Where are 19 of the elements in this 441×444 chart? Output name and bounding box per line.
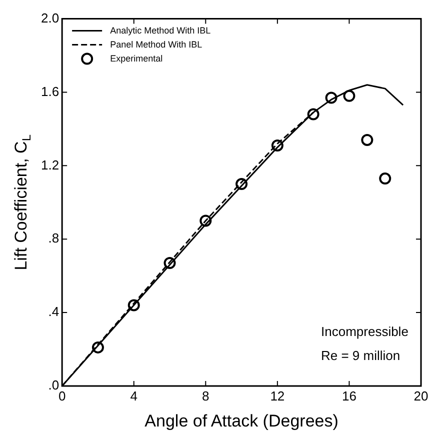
x-axis-title: Angle of Attack (Degrees): [144, 411, 338, 430]
x-tick-label: 12: [270, 388, 285, 404]
x-tick-label: 20: [414, 388, 428, 404]
x-tick-label: 16: [342, 388, 356, 404]
y-axis-title: Lift Coefficient, CL: [12, 134, 34, 270]
x-tick-label: 4: [130, 388, 138, 404]
annotation: Re = 9 million: [321, 348, 400, 363]
x-tick-label: 0: [58, 388, 66, 404]
y-tick-label: .8: [48, 230, 60, 246]
y-tick-label: .0: [48, 378, 60, 393]
y-tick-label: 1.2: [40, 157, 60, 172]
legend-label: Experimental: [110, 53, 163, 64]
y-tick-label: 1.6: [40, 84, 60, 99]
legend-label: Analytic Method With IBL: [110, 25, 211, 36]
x-tick-label: 8: [202, 388, 210, 404]
legend-label: Panel Method With IBL: [110, 39, 202, 50]
y-tick-label: 2.0: [40, 10, 60, 26]
y-tick-label: .4: [48, 304, 60, 320]
annotation: Incompressible: [321, 324, 408, 339]
